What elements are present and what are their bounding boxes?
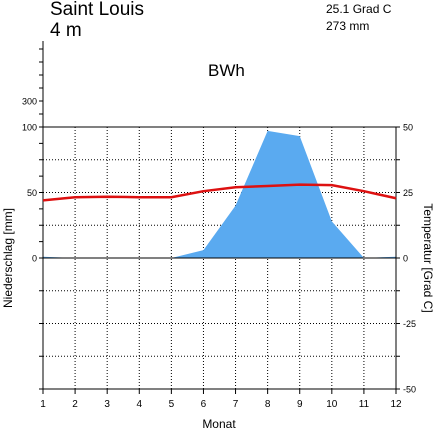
- left-tick-label: 100: [22, 123, 37, 133]
- x-tick-label: 12: [390, 399, 402, 410]
- annual-temperature: 25.1 Grad C: [326, 2, 392, 16]
- x-tick-label: 10: [326, 399, 338, 410]
- left-tick-label: 300: [22, 97, 37, 107]
- x-tick-label: 7: [233, 399, 239, 410]
- x-tick-label: 1: [40, 399, 46, 410]
- ticks: [39, 48, 400, 394]
- right-tick-label: -50: [403, 385, 416, 395]
- x-tick-label: 4: [136, 399, 142, 410]
- temperature-line-layer: [42, 183, 397, 202]
- precipitation-area-layer: [43, 130, 396, 258]
- right-tick-label: 50: [403, 123, 413, 133]
- right-tick-label: -25: [403, 319, 416, 329]
- x-tick-label: 3: [104, 399, 110, 410]
- right-tick-label: 25: [403, 188, 413, 198]
- precipitation-area: [43, 130, 396, 258]
- x-tick-label: 8: [265, 399, 271, 410]
- x-tick-label: 6: [201, 399, 207, 410]
- x-tick-label: 5: [169, 399, 175, 410]
- right-axis-label: Temperatur [Grad C]: [421, 203, 435, 312]
- temperature-line: [42, 183, 397, 202]
- x-tick-label: 9: [297, 399, 303, 410]
- left-tick-label: 50: [27, 188, 37, 198]
- station-elevation: 4 m: [50, 20, 82, 41]
- station-name: Saint Louis: [50, 0, 145, 20]
- x-axis-label: Monat: [202, 417, 236, 430]
- x-tick-label: 11: [359, 399, 370, 410]
- x-tick-label: 2: [72, 399, 78, 410]
- left-tick-label: 0: [32, 254, 37, 264]
- plot-frame: [42, 41, 397, 390]
- annual-precipitation: 273 mm: [326, 19, 370, 33]
- left-axis-label: Niederschlag [mm]: [1, 208, 15, 308]
- climate-classification: BWh: [208, 61, 245, 80]
- right-tick-label: 0: [403, 254, 408, 264]
